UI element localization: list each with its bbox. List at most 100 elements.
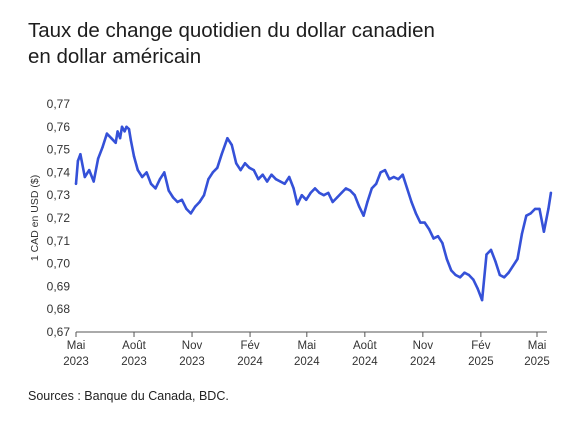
data-point [335, 196, 339, 199]
data-point [405, 187, 409, 190]
data-point [520, 232, 524, 236]
data-point [198, 200, 201, 204]
data-point [120, 125, 124, 128]
data-point [419, 221, 422, 224]
data-point [472, 278, 475, 281]
data-point [180, 198, 184, 201]
y-tick-label: 0,76 [47, 120, 71, 134]
x-tick-year: 2023 [121, 356, 147, 368]
data-point [207, 178, 210, 181]
data-point [344, 187, 348, 190]
x-tick-year: 2023 [179, 356, 205, 368]
x-tick-month: Nov [413, 340, 434, 352]
x-tick-year: 2025 [524, 356, 550, 368]
data-point [305, 198, 308, 201]
x-tick-year: 2024 [237, 356, 263, 368]
y-axis-label-group: 1 CAD en USD ($) [29, 175, 41, 261]
y-tick-label: 0,71 [47, 234, 71, 248]
x-ticks: Mai 2023 Août 2023 Nov 2023 Fév 2024 Mai 2024 Août… [63, 332, 550, 368]
data-point [542, 230, 546, 233]
data-point [547, 207, 550, 211]
data-point [141, 175, 144, 179]
data-point [476, 287, 479, 290]
data-point [230, 143, 233, 147]
x-tick-month: Août [353, 340, 377, 352]
data-point [257, 178, 260, 181]
data-point [480, 298, 484, 302]
data-point [349, 189, 352, 192]
data-point [498, 273, 501, 277]
y-tick-label: 0,77 [47, 97, 71, 111]
data-point [445, 257, 448, 261]
data-point [467, 273, 471, 277]
data-point [340, 191, 343, 195]
data-point [127, 127, 131, 131]
x-tick-month: Mai [67, 340, 86, 352]
y-tick-label: 0,67 [47, 325, 71, 339]
data-point [300, 194, 303, 197]
data-point [485, 253, 488, 256]
data-point [154, 187, 157, 190]
data-point [313, 187, 317, 190]
data-point [114, 141, 117, 144]
data-point [511, 264, 515, 268]
data-point [189, 212, 192, 215]
data-point [353, 194, 356, 197]
data-point [318, 191, 321, 195]
data-point [105, 132, 109, 135]
x-tick-year: 2024 [294, 356, 320, 368]
data-point [83, 175, 87, 179]
data-point [533, 207, 537, 211]
data-point [149, 182, 153, 185]
data-point [79, 153, 82, 156]
y-tick-label: 0,69 [47, 279, 71, 293]
data-point [489, 248, 493, 252]
data-point [194, 205, 197, 208]
data-point [375, 182, 378, 185]
data-point [74, 182, 78, 185]
data-point [116, 130, 119, 133]
data-point [163, 171, 166, 174]
y-tick-label: 0,74 [47, 165, 71, 179]
data-point [123, 130, 126, 133]
data-point [322, 194, 325, 197]
data-point [432, 237, 435, 240]
data-point [202, 194, 206, 197]
x-tick-month: Mai [298, 340, 317, 352]
data-point [220, 153, 223, 156]
x-tick-month: Fév [240, 340, 259, 352]
data-point [454, 273, 457, 277]
data-point [235, 162, 238, 165]
data-point [450, 269, 453, 272]
data-point [261, 173, 264, 176]
y-tick-label: 0,68 [47, 302, 71, 316]
data-point [270, 173, 273, 176]
y-tick-label: 0,75 [47, 143, 71, 157]
chart-title-line2: en dollar américain [28, 45, 202, 68]
data-point [145, 171, 148, 174]
data-point [292, 187, 295, 190]
data-point [423, 221, 426, 224]
data-point [436, 235, 440, 238]
data-point [410, 200, 413, 204]
x-tick-month: Fév [471, 340, 490, 352]
data-point [92, 180, 95, 183]
data-point [397, 178, 400, 181]
data-point [129, 139, 133, 142]
data-point [226, 137, 229, 140]
data-point [516, 257, 519, 261]
data-point [171, 196, 175, 199]
data-point [379, 171, 382, 174]
data-point [239, 168, 242, 172]
x-tick-month: Août [122, 340, 146, 352]
data-point [274, 178, 278, 181]
y-tick-label: 0,73 [47, 188, 71, 202]
data-point [110, 137, 113, 140]
y-tick-label: 0,70 [47, 257, 71, 271]
data-point [414, 212, 418, 215]
data-point [441, 241, 444, 245]
x-tick-year: 2024 [352, 356, 378, 368]
data-point [288, 175, 291, 179]
data-point [279, 180, 282, 183]
data-point [96, 157, 100, 160]
